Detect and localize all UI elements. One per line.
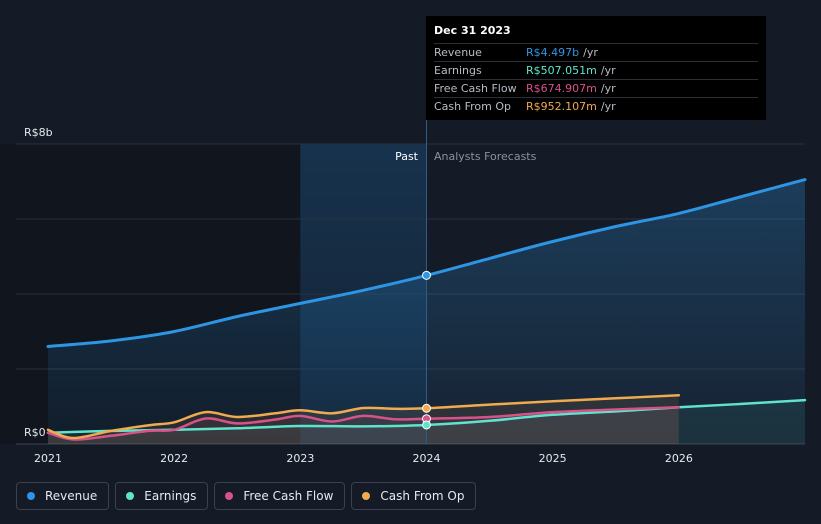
- x-axis: 2021 2022 2023 2024 2025 2026: [34, 452, 693, 465]
- legend-label: Cash From Op: [380, 489, 465, 503]
- y-axis-top-label: R$8b: [24, 126, 53, 139]
- tooltip-value: R$952.107m: [526, 100, 597, 113]
- revenue-marker: [422, 270, 431, 280]
- cash-from-op-line: [46, 394, 681, 440]
- tooltip-value: R$674.907m: [526, 82, 597, 95]
- tooltip-label: Free Cash Flow: [434, 82, 517, 95]
- tooltip-label: Earnings: [434, 64, 482, 77]
- tooltip-row-free-cash-flow: Free Cash Flow R$674.907m /yr: [434, 79, 758, 97]
- tooltip-unit: /yr: [583, 46, 598, 59]
- legend-item-cash-from-op[interactable]: Cash From Op: [351, 482, 477, 510]
- tooltip-row-revenue: Revenue R$4.497b /yr: [434, 43, 758, 61]
- tooltip-row-earnings: Earnings R$507.051m /yr: [434, 61, 758, 79]
- x-tick-label: 2025: [539, 452, 567, 465]
- free-cash-flow-dot-icon: [225, 492, 234, 500]
- tooltip-unit: /yr: [600, 64, 616, 77]
- tooltip-unit: /yr: [600, 100, 616, 113]
- legend-label: Earnings: [144, 489, 197, 503]
- cash-from-op-area: [48, 395, 679, 444]
- chart: R$8b R$0 Past Analysts Forecasts 2021 202…: [16, 120, 807, 465]
- tooltip-value: R$4.497b: [526, 46, 580, 59]
- tooltip-unit: /yr: [600, 82, 616, 95]
- x-tick-label: 2023: [286, 452, 314, 465]
- hover-markers: [422, 270, 431, 430]
- tooltip-value: R$507.051m: [526, 64, 597, 77]
- past-label: Past: [395, 150, 419, 163]
- free-cash-flow-line: [46, 406, 681, 441]
- legend-label: Free Cash Flow: [243, 489, 334, 503]
- x-tick-label: 2022: [160, 452, 188, 465]
- x-tick-label: 2024: [413, 452, 441, 465]
- legend-item-earnings[interactable]: Earnings: [115, 482, 209, 510]
- forecast-label: Analysts Forecasts: [434, 150, 537, 163]
- tooltip-label: Revenue: [434, 46, 482, 59]
- earnings-area: [48, 400, 805, 444]
- legend: Revenue Earnings Free Cash Flow Cash Fro…: [16, 482, 477, 510]
- earnings-marker: [422, 420, 431, 430]
- legend-item-revenue[interactable]: Revenue: [16, 482, 110, 510]
- tooltip-row-cash-from-op: Cash From Op R$952.107m /yr: [434, 97, 758, 115]
- revenue-dot-icon: [27, 492, 35, 500]
- tooltip-date: Dec 31 2023: [434, 24, 511, 37]
- y-axis-bottom-label: R$0: [24, 426, 46, 439]
- x-tick-label: 2026: [665, 452, 693, 465]
- cash-from-op-dot-icon: [362, 492, 371, 500]
- earnings-dot-icon: [126, 492, 135, 500]
- x-tick-label: 2021: [34, 452, 62, 465]
- legend-item-free-cash-flow[interactable]: Free Cash Flow: [214, 482, 346, 510]
- tooltip: Dec 31 2023 Revenue R$4.497b /yr Earning…: [426, 16, 766, 120]
- tooltip-label: Cash From Op: [434, 100, 512, 113]
- cash-from-op-marker: [422, 403, 431, 413]
- legend-label: Revenue: [45, 489, 98, 503]
